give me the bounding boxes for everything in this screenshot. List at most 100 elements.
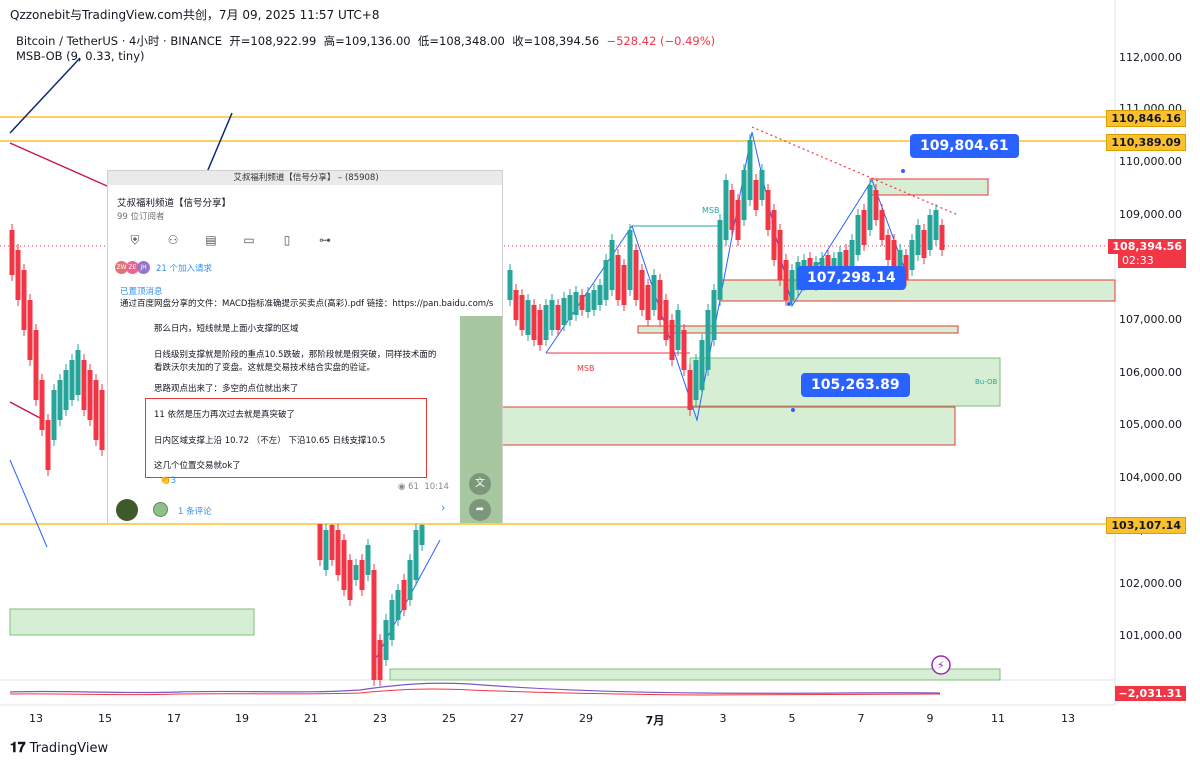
candle-body — [705, 310, 711, 370]
oscillator-line — [9, 682, 941, 694]
candle-body — [645, 285, 651, 320]
date-tick: 11 — [991, 712, 1005, 725]
ohlc-low: 低=108,348.00 — [417, 34, 505, 48]
tradingview-logo[interactable]: 𝟏𝟕 TradingView — [10, 740, 108, 756]
candle-body — [87, 370, 93, 420]
chevron-right-icon[interactable]: › — [441, 501, 446, 514]
candle-body — [909, 240, 915, 270]
avatar: ZW — [115, 261, 128, 274]
price-tick: 101,000.00 — [1119, 629, 1182, 642]
snapshot-title: Qzzonebit与TradingView.com共创，7月 09, 2025 … — [10, 8, 380, 22]
candle-body — [27, 300, 33, 360]
candle-body — [597, 285, 603, 305]
candle-body — [771, 210, 777, 260]
avatar: JH — [137, 261, 150, 274]
price-callout-low[interactable]: 105,263.89 — [801, 373, 910, 397]
zigzag-line — [9, 459, 48, 548]
pinned-message-text[interactable]: 通过百度网盘分享的文件：MACD指标准确提示买卖点(高彩).pdf 链接：htt… — [120, 299, 494, 309]
image-icon[interactable]: ▭ — [243, 233, 255, 247]
message-line: 看跌沃尔夫加的了变盘。这就是交易技术结合实盘的验证。 — [154, 363, 376, 373]
candle-body — [699, 340, 705, 390]
oscillator-signal-line — [9, 688, 941, 696]
candle-body — [549, 300, 555, 330]
comments-link[interactable]: 1 条评论 — [178, 507, 212, 517]
candle-body — [341, 540, 347, 590]
candle-body — [663, 300, 669, 340]
symbol-name[interactable]: Bitcoin / TetherUS · 4小时 · BINANCE — [16, 34, 222, 48]
eye-icon: ◉ — [398, 482, 406, 492]
order-block-zone — [9, 608, 255, 636]
brand-name: TradingView — [29, 740, 109, 756]
order-block-zone — [869, 178, 989, 196]
price-callout-high[interactable]: 109,804.61 — [910, 134, 1019, 158]
file-icon[interactable]: ▯ — [283, 233, 291, 247]
price-tick: 104,000.00 — [1119, 471, 1182, 484]
candle-body — [783, 260, 789, 300]
view-count: 61 — [408, 482, 419, 492]
candle-body — [639, 270, 645, 310]
candle-body — [525, 300, 531, 335]
lightning-icon-glyph: ⚡ — [937, 659, 945, 672]
candle-body — [407, 560, 413, 600]
pinned-message-label[interactable]: 已置顶消息 — [120, 287, 163, 297]
date-tick: 23 — [373, 712, 387, 725]
date-tick: 9 — [926, 712, 934, 725]
candle-body — [573, 292, 579, 315]
candle-body — [81, 360, 87, 410]
date-tick: 3 — [719, 712, 727, 725]
candle-body — [939, 225, 945, 250]
level-tag-upper: 110,846.16 — [1106, 110, 1186, 127]
telegram-window-title: 艾叔福利频道【信号分享】 – (85908) — [108, 171, 502, 185]
candle-body — [873, 190, 879, 220]
link-icon[interactable]: ⊶ — [319, 233, 331, 247]
candle-body — [543, 305, 549, 340]
candle-body — [753, 180, 759, 210]
candle-body — [537, 310, 543, 345]
msb-label-bear: MSB — [577, 364, 595, 373]
candle-body — [621, 265, 627, 305]
candle-body — [603, 260, 609, 300]
telegram-channel-name[interactable]: 艾叔福利频道【信号分享】 — [117, 198, 232, 209]
candle-body — [561, 298, 567, 325]
ohlc-close: 收=108,394.56 — [512, 34, 600, 48]
level-tag-resistance: 110,389.09 — [1106, 134, 1186, 151]
clipboard-icon[interactable]: ▤ — [205, 233, 217, 247]
candle-body — [849, 240, 855, 268]
candle-body — [531, 305, 537, 340]
lightning-icon — [931, 655, 951, 675]
message-line: 这几个位置交易就ok了 — [154, 461, 241, 471]
date-tick: 15 — [98, 712, 112, 725]
candle-body — [885, 235, 891, 260]
reaction-count-value: 3 — [170, 476, 177, 486]
members-icon[interactable]: ⚇ — [167, 233, 179, 247]
candle-body — [777, 230, 783, 280]
highlighted-message-box: 11 依然是压力再次过去就是真突破了 日内区域支撑上沿 10.72 （不左） 下… — [145, 398, 427, 478]
candle-body — [843, 250, 849, 272]
order-block-zone — [389, 668, 1001, 681]
candle-body — [413, 530, 419, 580]
candle-body — [347, 560, 353, 600]
telegram-join-requests[interactable]: ZW ZE JH 21 个加入请求 — [115, 261, 212, 274]
translate-icon[interactable]: 文 — [469, 473, 491, 495]
message-meta: ◉ 61 10:14 — [398, 482, 449, 492]
candle-body — [45, 420, 51, 470]
candle-body — [33, 330, 39, 400]
price-tick: 107,000.00 — [1119, 313, 1182, 326]
date-tick: 29 — [579, 712, 593, 725]
candle-body — [675, 310, 681, 350]
shield-icon[interactable]: ⛨ — [130, 233, 140, 247]
user-avatar[interactable] — [116, 499, 138, 521]
reaction-count[interactable]: 👏3 — [160, 476, 177, 486]
drawing-line-dark — [9, 57, 81, 134]
candle-body — [519, 295, 525, 330]
share-icon[interactable]: ➦ — [469, 499, 491, 521]
indicator-legend[interactable]: MSB-OB (9, 0.33, tiny) — [16, 49, 145, 63]
date-tick: 5 — [788, 712, 796, 725]
candle-body — [903, 255, 909, 280]
callout-anchor — [791, 408, 795, 412]
candle-body — [921, 230, 927, 258]
oscillator-value-tag: −2,031.31 — [1114, 686, 1186, 701]
price-tick: 109,000.00 — [1119, 208, 1182, 221]
price-callout-mid[interactable]: 107,298.14 — [797, 266, 906, 290]
